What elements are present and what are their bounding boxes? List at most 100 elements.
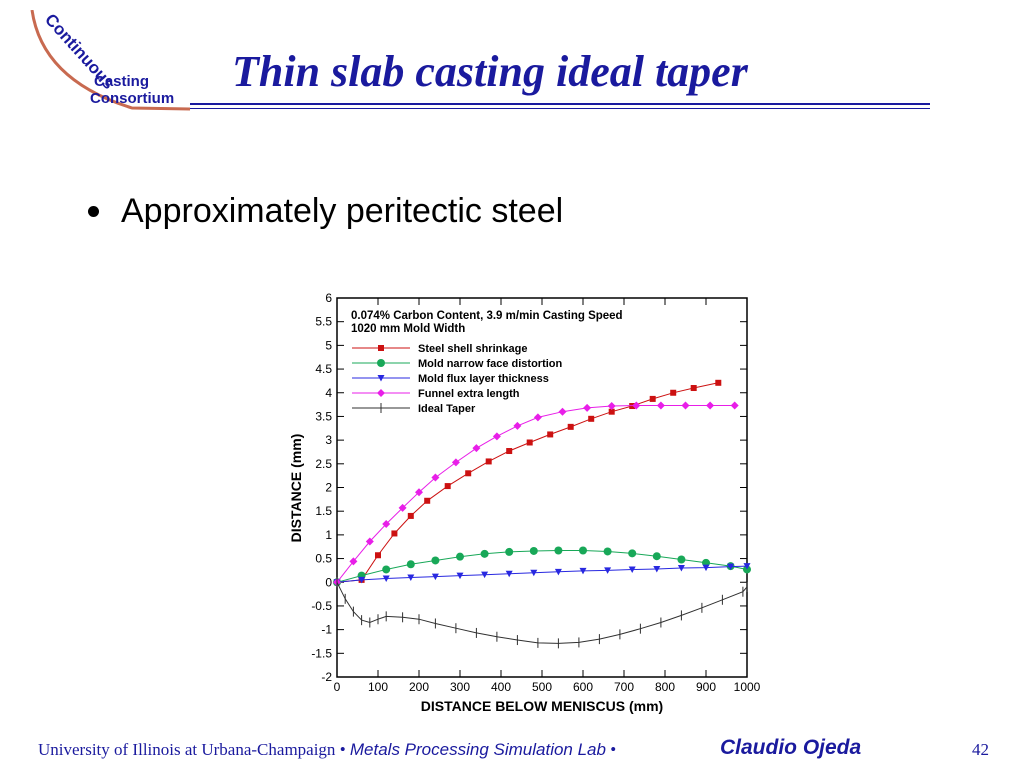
x-tick-label: 600 — [573, 680, 593, 694]
taper-chart: -2 -1.5 -1 -0.5 0 0.5 1 1.5 2 2.5 3 3.5 4 4.5 5 5.5 6 0 1… — [288, 291, 761, 714]
data-point — [607, 402, 616, 411]
data-point — [547, 431, 554, 438]
data-point — [677, 555, 686, 564]
data-point — [506, 448, 513, 455]
legend-label: Mold narrow face distortion — [418, 358, 563, 370]
data-point — [407, 574, 415, 582]
y-tick-label: 3.5 — [315, 409, 332, 423]
x-tick-label: 400 — [491, 680, 511, 694]
data-point — [465, 470, 472, 477]
legend-marker — [378, 345, 384, 351]
data-point — [690, 385, 697, 392]
data-point — [382, 519, 391, 528]
data-point — [424, 497, 431, 504]
data-point — [505, 570, 513, 578]
data-point — [677, 565, 685, 572]
page-number: 42 — [972, 740, 989, 759]
data-point — [533, 413, 542, 422]
data-point — [656, 401, 665, 410]
data-point — [530, 569, 538, 577]
data-point — [391, 530, 398, 537]
footer-separator: • — [335, 740, 350, 759]
footer-separator-2: • — [605, 740, 617, 759]
data-point — [670, 389, 677, 396]
data-point — [358, 576, 366, 584]
data-point — [375, 552, 381, 559]
data-point — [485, 458, 492, 465]
x-tick-label: 0 — [334, 680, 341, 694]
data-point — [349, 557, 358, 566]
y-tick-label: -0.5 — [311, 599, 332, 613]
y-tick-label: 5.5 — [315, 315, 332, 329]
data-point — [529, 546, 538, 555]
data-point — [431, 573, 439, 581]
data-point — [743, 563, 751, 570]
data-point — [715, 379, 722, 386]
footer-affiliation: University of Illinois at Urbana-Champai… — [38, 740, 616, 760]
y-tick-label: 6 — [325, 291, 332, 305]
x-tick-label: 1000 — [734, 680, 761, 694]
data-point — [652, 552, 661, 561]
data-point — [558, 407, 567, 416]
y-tick-label: 2.5 — [315, 457, 332, 471]
legend-label: Funnel extra length — [418, 388, 520, 400]
data-point — [415, 488, 423, 497]
y-tick-label: 2 — [325, 481, 332, 495]
x-axis-label: DISTANCE BELOW MENISCUS (mm) — [421, 698, 663, 714]
y-tick-label: 1 — [325, 528, 332, 542]
data-point — [554, 546, 563, 555]
data-point — [649, 395, 656, 402]
legend-label: Ideal Taper — [418, 403, 476, 415]
y-tick-label: -1 — [321, 623, 332, 637]
y-tick-label: 3 — [325, 433, 332, 447]
data-point — [480, 549, 489, 558]
y-tick-label: 4 — [325, 386, 332, 400]
data-point — [431, 473, 440, 482]
data-point — [628, 549, 637, 558]
y-tick-label: 0.5 — [315, 552, 332, 566]
data-point — [382, 575, 390, 582]
data-point — [554, 568, 562, 576]
bullet-item: Approximately peritectic steel — [88, 192, 563, 231]
legend-label: Mold flux layer thickness — [418, 373, 549, 385]
y-tick-label: 1.5 — [315, 504, 332, 518]
title-underline-thin — [190, 108, 930, 109]
data-point — [492, 432, 501, 441]
data-point — [706, 401, 715, 410]
data-point — [583, 403, 592, 412]
data-point — [513, 421, 522, 430]
data-point — [588, 415, 595, 422]
data-point — [702, 564, 710, 572]
bullet-dot-icon — [88, 206, 99, 217]
x-tick-label: 800 — [655, 680, 675, 694]
data-point — [727, 563, 735, 571]
x-tick-label: 100 — [368, 680, 388, 694]
x-tick-label: 500 — [532, 680, 552, 694]
legend-marker — [377, 389, 385, 397]
series-line — [336, 565, 748, 583]
y-tick-label: -1.5 — [311, 646, 332, 660]
logo-arc — [30, 10, 191, 111]
data-point — [526, 439, 533, 446]
footer-author: Claudio Ojeda — [720, 736, 862, 759]
data-point — [604, 567, 612, 574]
series-line — [336, 405, 735, 583]
data-point — [730, 401, 739, 410]
y-tick-label: 4.5 — [315, 362, 332, 376]
data-point — [628, 566, 636, 573]
footer: University of Illinois at Urbana-Champai… — [0, 736, 1024, 766]
series-line — [336, 382, 719, 583]
legend-label: Steel shell shrinkage — [418, 343, 527, 355]
y-tick-label: -2 — [321, 670, 332, 684]
data-point — [653, 565, 661, 573]
data-point — [567, 423, 574, 430]
bullet-text: Approximately peritectic steel — [121, 192, 564, 230]
data-point — [505, 547, 514, 556]
footer-university: University of Illinois at Urbana-Champai… — [38, 740, 336, 759]
data-point — [579, 546, 587, 555]
series-line — [336, 550, 748, 583]
y-tick-label: 0 — [325, 575, 332, 589]
data-point — [472, 444, 481, 453]
data-point — [481, 571, 489, 579]
data-point — [407, 512, 414, 519]
